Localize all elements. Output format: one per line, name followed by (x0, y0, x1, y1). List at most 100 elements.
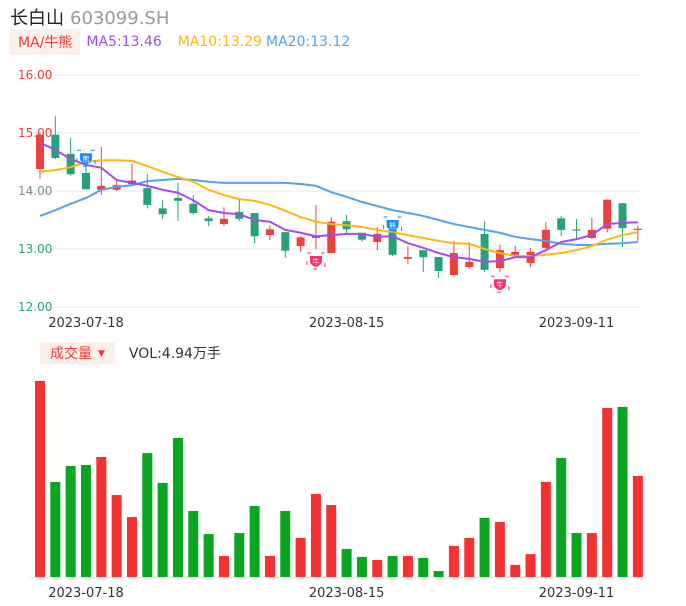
volume-bar (479, 517, 490, 577)
candle-body (449, 253, 458, 276)
volume-bar (111, 495, 122, 577)
volume-bar (80, 464, 91, 577)
volume-bar (556, 458, 567, 577)
x-tick-label: 2023-09-11 (539, 316, 615, 331)
volume-legend: 成交量 ▼ VOL:4.94万手 (40, 342, 221, 364)
volume-bar (234, 533, 245, 577)
volume-bar (571, 533, 582, 577)
volume-bar (402, 555, 413, 577)
ma10-line (39, 159, 639, 257)
candle-body (541, 229, 550, 248)
candle-body (265, 229, 274, 236)
candle-body (557, 218, 566, 230)
candle-body (618, 203, 627, 229)
volume-bar (326, 505, 337, 577)
volume-bar (310, 493, 321, 577)
x-tick-label-volume: 2023-09-11 (539, 586, 615, 601)
candle-body (36, 134, 44, 169)
volume-bar (433, 571, 444, 577)
bear-marker-label: 熊 (389, 221, 396, 230)
candle-body (388, 229, 397, 255)
volume-bar (341, 548, 352, 577)
bull-icon (309, 256, 322, 267)
volume-bar (295, 537, 306, 577)
volume-bar (602, 407, 613, 577)
candle-body (357, 232, 366, 240)
stock-title: 长白山 603099.SH (10, 4, 169, 30)
candle-body (296, 237, 305, 247)
ma-legend: MA/牛熊 MA5:13.46 MA10:13.29 MA20:13.12 (10, 29, 350, 55)
caret-down-icon: ▼ (98, 349, 105, 359)
volume-bar (372, 560, 383, 577)
candle-body (250, 213, 259, 237)
x-tick-label-volume: 2023-07-18 (48, 586, 124, 601)
volume-bar (203, 534, 214, 577)
volume-bar (356, 556, 367, 577)
candle-body (143, 188, 152, 205)
volume-bar (96, 456, 107, 577)
y-tick-label: 13.00 (18, 242, 52, 256)
bull-icon (493, 279, 506, 291)
candle-body (373, 233, 382, 243)
volume-bar (448, 545, 459, 577)
volume-value: VOL:4.94万手 (128, 346, 221, 362)
bear-icon (79, 153, 92, 165)
stock-code: 603099.SH (70, 8, 170, 29)
ma10-value: MA10:13.29 (177, 34, 263, 50)
volume-bar (586, 533, 597, 577)
volume-bar (494, 522, 505, 577)
volume-bar (617, 406, 628, 577)
indicator-selector[interactable]: MA/牛熊 (10, 29, 81, 55)
x-tick-label: 2023-07-18 (48, 316, 124, 331)
ma5-line (39, 141, 638, 263)
stock-name: 长白山 (10, 8, 64, 29)
ma5-value: MA5:13.46 (86, 34, 162, 50)
candle-body (480, 233, 489, 270)
candle-body (327, 221, 336, 254)
bear-marker-frame (383, 216, 403, 234)
ma20-line (39, 177, 638, 246)
candle-body (219, 218, 228, 225)
volume-bar (142, 453, 153, 577)
x-tick-label-volume: 2023-08-15 (309, 586, 385, 601)
volume-bar (126, 517, 137, 577)
bear-marker-frame (76, 149, 96, 167)
volume-bar (280, 510, 291, 577)
candle-body (434, 257, 443, 272)
y-tick-label: 16.00 (18, 68, 52, 82)
bull-marker-frame (306, 252, 326, 270)
volume-bar (157, 482, 168, 577)
volume-bar (264, 555, 275, 577)
bull-marker-label: 牛 (312, 257, 319, 266)
volume-bar (464, 537, 475, 577)
volume-bar (525, 554, 536, 577)
volume-indicator-selector[interactable]: 成交量 ▼ (40, 342, 115, 364)
volume-bar (65, 465, 76, 577)
volume-bar (172, 437, 183, 577)
volume-bar (632, 476, 643, 577)
candle-body (173, 197, 182, 201)
candle-body (572, 229, 581, 231)
volume-bar (540, 481, 551, 577)
candle-body (204, 218, 213, 222)
volume-bar (510, 564, 521, 577)
candle-body (81, 173, 90, 190)
y-tick-label: 14.00 (18, 184, 52, 198)
x-tick-label: 2023-08-15 (309, 316, 385, 331)
candle-body (419, 250, 428, 258)
bull-marker-label: 牛 (496, 280, 503, 289)
candle-body (97, 185, 106, 190)
volume-bar (218, 555, 229, 577)
candle-body (465, 261, 474, 267)
volume-bar (249, 506, 260, 577)
volume-bar (387, 555, 398, 577)
bull-marker-frame (490, 275, 510, 293)
candle-body (51, 134, 60, 158)
candle-body (158, 208, 167, 215)
ma20-value: MA20:13.12 (266, 34, 351, 50)
volume-bar (35, 380, 45, 577)
bear-icon (386, 219, 399, 231)
bear-marker-label: 熊 (82, 154, 89, 163)
candle-body (511, 251, 520, 255)
